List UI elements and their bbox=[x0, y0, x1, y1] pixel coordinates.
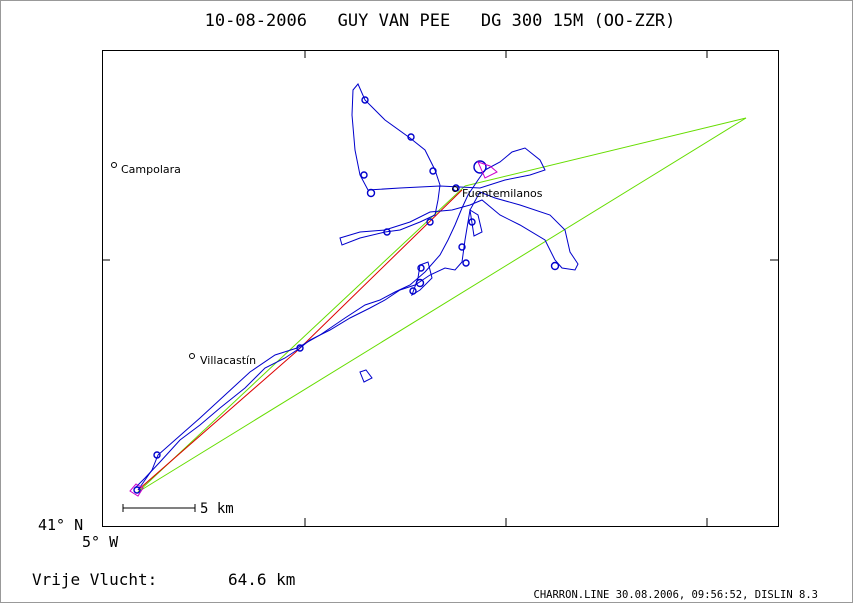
thermal-circle bbox=[407, 133, 415, 141]
thermal-circle bbox=[429, 167, 437, 175]
place-label-fuentemilanos: Fuentemilanos bbox=[462, 187, 543, 200]
place-marker-campolara bbox=[111, 162, 117, 168]
thermal-circles bbox=[133, 96, 560, 494]
thermal-circle bbox=[409, 287, 417, 295]
free-flight-leg-2 bbox=[296, 189, 463, 352]
thermal-circle bbox=[296, 344, 304, 352]
free-flight-leg-1 bbox=[137, 350, 298, 491]
flight-track bbox=[134, 83, 579, 491]
task-triangle bbox=[137, 117, 747, 493]
track-thermal-cluster bbox=[411, 261, 433, 297]
thermal-circle bbox=[383, 228, 391, 236]
thermal-circle bbox=[361, 96, 369, 104]
track-thermal-cluster-2 bbox=[469, 208, 483, 237]
place-marker-fuentemilanos bbox=[452, 186, 458, 192]
plot-frame bbox=[102, 50, 779, 527]
track-north-loop bbox=[351, 83, 546, 191]
thermal-circle bbox=[462, 259, 470, 267]
thermal-circle bbox=[468, 218, 476, 226]
track-outbound bbox=[137, 169, 486, 491]
task-leg-3 bbox=[137, 185, 466, 493]
thermal-circle bbox=[550, 261, 560, 271]
latitude-label: 41° N bbox=[38, 516, 83, 534]
distance-value: 64.6 km bbox=[228, 570, 295, 589]
thermal-circle bbox=[360, 171, 368, 179]
thermal-circle bbox=[458, 243, 466, 251]
thermal-circle bbox=[452, 184, 460, 192]
place-label-villacastin: Villacastín bbox=[200, 354, 256, 367]
thermal-circle bbox=[473, 160, 487, 174]
track-return bbox=[134, 191, 481, 489]
thermal-circle bbox=[417, 264, 425, 272]
thermal-circle bbox=[133, 486, 141, 494]
longitude-label: 5° W bbox=[82, 533, 119, 551]
task-leg-2 bbox=[464, 117, 747, 187]
software-stamp: CHARRON.LINE 30.08.2006, 09:56:52, DISLI… bbox=[534, 589, 818, 601]
track-thermal-cluster-3 bbox=[359, 369, 373, 383]
task-leg-1 bbox=[137, 117, 747, 493]
thermal-circle bbox=[366, 188, 376, 198]
place-marker-villacastin bbox=[189, 353, 195, 359]
thermal-circle bbox=[415, 278, 425, 288]
axis-ticks bbox=[102, 50, 778, 526]
scale-bar: 5 km bbox=[122, 501, 234, 517]
places: Campolara Villacastín Fuentemilanos bbox=[111, 162, 543, 367]
scale-bar-label: 5 km bbox=[200, 501, 234, 517]
turnpoint-markers bbox=[129, 161, 498, 497]
thermal-circle bbox=[426, 218, 434, 226]
distance-label: Vrije Vlucht: bbox=[32, 570, 157, 589]
thermal-circle bbox=[153, 451, 161, 459]
place-label-campolara: Campolara bbox=[121, 163, 181, 176]
turnpoint-marker bbox=[477, 161, 498, 179]
start-marker bbox=[129, 483, 144, 497]
free-flight-line bbox=[137, 189, 463, 491]
map-title: 10-08-2006 GUY VAN PEE DG 300 15M (OO-ZZ… bbox=[205, 11, 676, 31]
